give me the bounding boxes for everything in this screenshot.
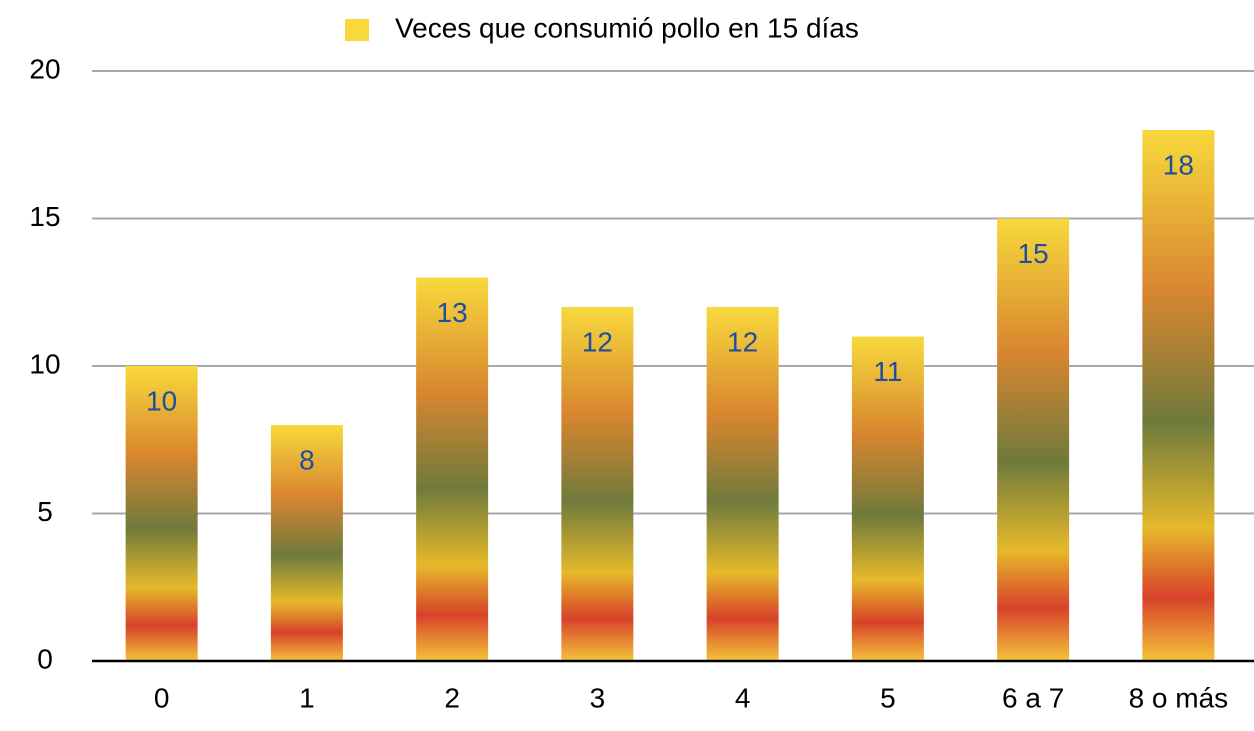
bar: [851, 336, 924, 661]
x-tick-label: 8 o más: [1129, 682, 1229, 713]
value-label: 10: [146, 385, 177, 416]
x-tick-label: 0: [154, 682, 170, 713]
bar: [125, 366, 198, 661]
y-tick-label: 20: [29, 53, 60, 84]
legend-swatch: [345, 19, 369, 41]
x-tick-label: 2: [444, 682, 460, 713]
y-tick-label: 0: [37, 643, 53, 674]
bar: [706, 307, 779, 661]
legend: Veces que consumió pollo en 15 días: [345, 12, 859, 43]
x-tick-label: 3: [590, 682, 606, 713]
value-label: 18: [1163, 149, 1194, 180]
value-label: 11: [873, 356, 902, 387]
value-label: 8: [299, 444, 315, 475]
bar: [997, 218, 1070, 661]
y-tick-label: 15: [29, 201, 60, 232]
legend-label: Veces que consumió pollo en 15 días: [395, 12, 859, 43]
y-tick-label: 5: [37, 496, 53, 527]
value-label: 12: [582, 326, 613, 357]
value-label: 15: [1018, 238, 1049, 269]
y-tick-label: 10: [29, 348, 60, 379]
x-tick-label: 4: [735, 682, 751, 713]
x-tick-label: 6 a 7: [1002, 682, 1064, 713]
value-label: 13: [437, 297, 468, 328]
x-tick-label: 5: [880, 682, 896, 713]
bar: [416, 277, 489, 661]
bar: [1142, 130, 1215, 661]
bar: [561, 307, 634, 661]
x-tick-label: 1: [299, 682, 315, 713]
value-label: 12: [727, 326, 758, 357]
bar: [270, 425, 343, 661]
